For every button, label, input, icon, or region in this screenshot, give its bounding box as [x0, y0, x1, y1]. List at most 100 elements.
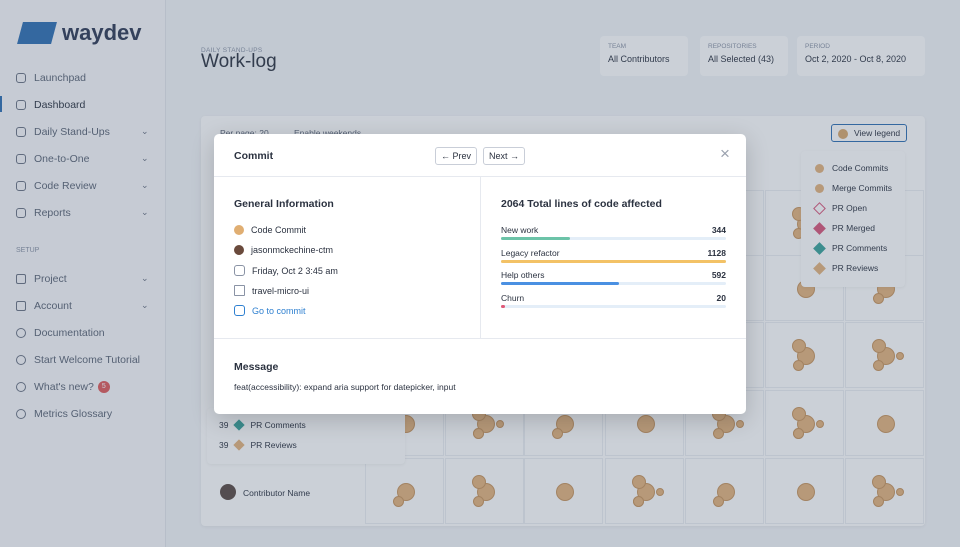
close-button[interactable]: ×	[720, 144, 730, 163]
filter[interactable]: REPOSITORIES All Selected (43)	[700, 36, 788, 76]
bubble	[895, 488, 904, 497]
bubble	[637, 415, 655, 433]
filter[interactable]: PERIOD Oct 2, 2020 - Oct 8, 2020	[797, 36, 925, 76]
setup-heading: SETUP	[16, 247, 40, 254]
nav-icon	[16, 274, 26, 284]
bubble	[495, 420, 504, 429]
bubble	[393, 495, 405, 507]
commit-type: Code Commit	[234, 225, 306, 235]
per-page[interactable]: Per page: 20	[220, 128, 269, 138]
bubble	[552, 427, 564, 439]
message-heading: Message	[234, 361, 279, 373]
nav-icon	[16, 409, 26, 419]
legend-icon	[815, 163, 824, 173]
legend-icon	[815, 183, 824, 193]
go-to-commit[interactable]: Go to commit	[234, 305, 306, 316]
nav-icon	[16, 127, 26, 137]
folder-icon	[234, 285, 245, 296]
stat-bar	[501, 237, 570, 240]
stat-label: Help others	[501, 270, 545, 280]
view-legend-button[interactable]: View legend	[831, 124, 908, 142]
legend-item: PR Open	[813, 201, 867, 215]
filter[interactable]: TEAM All Contributors	[600, 36, 688, 76]
page-title: Work-log	[201, 51, 277, 72]
contributor-name: Contributor Name	[243, 488, 311, 498]
nav-item[interactable]: Reports	[16, 207, 71, 219]
active-marker	[0, 96, 2, 112]
nav-label: Reports	[34, 207, 71, 219]
grid-cell	[765, 322, 844, 388]
nav-icon	[16, 100, 26, 110]
bubble	[713, 495, 725, 507]
nav-icon	[16, 181, 26, 191]
nav-item[interactable]: Launchpad	[16, 72, 86, 84]
nav-item[interactable]: Start Welcome Tutorial	[16, 354, 140, 366]
next-button[interactable]: Next →	[483, 147, 526, 165]
summary-row: 39 PR Comments	[219, 419, 306, 431]
nav-item[interactable]: Metrics Glossary	[16, 408, 112, 420]
bubble	[792, 339, 807, 354]
next-label: Next	[489, 151, 508, 161]
bubble	[873, 359, 885, 371]
badge: 5	[97, 381, 110, 393]
stat-label: Legacy refactor	[501, 247, 560, 258]
bubble	[792, 407, 807, 422]
nav-label: Code Review	[34, 180, 97, 192]
grid-cell	[765, 458, 844, 524]
stats-heading: 2064 Total lines of code affected	[501, 198, 662, 210]
nav-item[interactable]: Dashboard	[16, 99, 85, 111]
nav-item[interactable]: What's new? 5	[16, 381, 110, 393]
prev-button[interactable]: ← Prev	[435, 147, 478, 165]
nav-item[interactable]: Code Review	[16, 180, 96, 192]
nav-icon	[16, 301, 26, 311]
bubble	[713, 427, 725, 439]
nav-label: What's new?	[34, 381, 94, 393]
nav-item[interactable]: Project	[16, 273, 67, 285]
weekends-toggle[interactable]: Enable weekends	[294, 128, 362, 138]
author-avatar	[234, 245, 244, 255]
commit-repo: travel-micro-ui	[234, 285, 309, 296]
nav-item[interactable]: Account	[16, 300, 72, 312]
bubble	[895, 352, 904, 361]
stat-track	[501, 237, 726, 240]
type-icon	[234, 225, 244, 235]
filter-label: REPOSITORIES	[708, 43, 757, 50]
bubble	[797, 483, 815, 501]
legend-label: Code Commits	[832, 163, 889, 173]
nav-label: Daily Stand-Ups	[34, 126, 110, 138]
summary-count: 39	[219, 420, 229, 430]
bubble	[873, 495, 885, 507]
nav-item[interactable]: One-to-One	[16, 153, 89, 165]
bubble	[793, 427, 805, 439]
legend-label: Merge Commits	[832, 183, 892, 193]
stat-value: 1128	[707, 247, 726, 258]
chevron: ⌄	[141, 300, 149, 310]
calendar-icon	[234, 265, 245, 276]
bubble	[872, 475, 887, 490]
stat-bar	[501, 259, 726, 263]
nav-label: Start Welcome Tutorial	[34, 354, 141, 366]
bubble	[815, 420, 824, 429]
bubble	[872, 339, 887, 354]
legend-label: PR Comments	[832, 243, 888, 253]
sidebar: waydev Launchpad Dashboard Daily Stand-Ups…	[0, 0, 166, 547]
chevron: ⌄	[141, 180, 149, 190]
legend-label: PR Open	[832, 203, 867, 213]
summary-card: 39 PR Comments 39 PR Reviews	[207, 408, 405, 464]
link-text: Go to commit	[252, 305, 306, 316]
commit-date: Friday, Oct 2 3:45 am	[234, 265, 338, 276]
nav-label: Metrics Glossary	[34, 408, 113, 420]
nav-label: Launchpad	[34, 72, 86, 84]
nav-item[interactable]: Daily Stand-Ups	[16, 126, 110, 138]
eyebrow: DAILY STAND-UPS	[201, 39, 263, 57]
filter-label: TEAM	[608, 43, 627, 50]
summary-count: 39	[219, 440, 229, 450]
modal-title: Commit	[234, 150, 274, 162]
repo-text: travel-micro-ui	[252, 285, 310, 296]
legend-item: PR Reviews	[813, 261, 878, 275]
nav-item[interactable]: Documentation	[16, 327, 105, 339]
grid-cell	[524, 458, 603, 524]
filter-value: Oct 2, 2020 - Oct 8, 2020	[805, 54, 907, 64]
chevron: ⌄	[141, 153, 149, 163]
